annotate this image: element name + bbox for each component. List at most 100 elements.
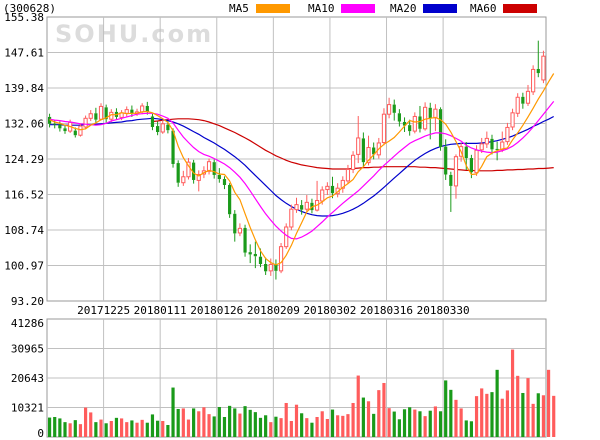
candle-body (160, 123, 165, 133)
candle-body (237, 227, 243, 234)
volume-tick-label: 20643 (11, 372, 44, 385)
price-tick-label: 147.61 (4, 47, 44, 60)
volume-bar (135, 422, 139, 437)
volume-bar (125, 422, 129, 437)
legend-swatch-ma5 (256, 4, 290, 13)
candle-body (192, 162, 196, 180)
volume-bar (212, 416, 216, 437)
volume-panel: 41286 30965 20643 10321 0 (11, 317, 556, 440)
volume-bar (238, 413, 242, 437)
volume-bar (269, 422, 273, 437)
volume-bar (433, 406, 437, 437)
candle (484, 131, 489, 148)
volume-bar (53, 416, 57, 437)
candle (222, 176, 227, 190)
volume-bar (546, 369, 551, 437)
candle (387, 97, 392, 119)
volume-bar (243, 406, 247, 437)
volume-bar (454, 399, 458, 437)
volume-grid (47, 319, 546, 437)
volume-bar (58, 418, 62, 437)
candle-body (212, 162, 216, 175)
candle-body (356, 137, 361, 155)
volume-bar (320, 411, 324, 437)
volume-bar (315, 416, 319, 437)
volume-bar (526, 378, 530, 437)
candle (412, 112, 417, 134)
candle-body (345, 168, 351, 182)
candle-body (428, 107, 432, 119)
volume-bar (202, 407, 206, 437)
candle (479, 137, 484, 154)
candle-body (423, 106, 428, 130)
volume-bar (83, 407, 88, 437)
legend-label-ma10: MA10 (308, 2, 335, 15)
candle-body (233, 213, 237, 234)
candle-body (258, 256, 263, 265)
date-tick-label: 20171225 (77, 304, 130, 317)
candle-body (264, 264, 268, 272)
candle (300, 200, 304, 215)
candle-body (444, 146, 448, 175)
candle-body (294, 204, 299, 211)
volume-bar (490, 392, 494, 437)
volume-tick-label: 10321 (11, 402, 44, 415)
candle (289, 204, 294, 231)
volume-bar (156, 420, 160, 437)
volume-bar (279, 418, 283, 437)
volume-bar (258, 417, 263, 437)
price-tick-label: 100.97 (4, 260, 44, 273)
volume-tick-label: 41286 (11, 317, 44, 330)
date-tick-label: 20180302 (303, 304, 356, 317)
candle (418, 105, 422, 133)
candle-body (464, 146, 468, 159)
date-tick-label: 20180126 (190, 304, 243, 317)
legend-label-ma20: MA20 (390, 2, 417, 15)
volume-bar (372, 413, 376, 437)
volume-bar (418, 411, 422, 437)
volume-tick-label: 0 (37, 427, 44, 440)
volume-bar (444, 380, 448, 437)
candle (423, 102, 428, 131)
volume-bar (186, 419, 191, 437)
candle-body (392, 104, 396, 113)
candle (176, 160, 180, 187)
volume-bar (495, 369, 499, 437)
candle (444, 139, 448, 180)
candle (150, 113, 155, 131)
candle-body (433, 108, 438, 119)
candle-body (500, 141, 505, 151)
volume-bar (449, 389, 453, 437)
candle-body (181, 176, 186, 184)
candle (63, 125, 67, 134)
candle (397, 109, 401, 127)
legend-label-ma60: MA60 (470, 2, 497, 15)
candle (47, 113, 52, 128)
candle-body (397, 113, 401, 122)
price-tick-label: 124.29 (4, 153, 44, 166)
candle-body (186, 161, 191, 178)
candle-body (340, 179, 345, 189)
candle (500, 131, 505, 153)
candle-body (361, 138, 365, 163)
date-tick-label: 20180330 (417, 304, 470, 317)
candle-body (490, 138, 494, 150)
candle-body (130, 109, 134, 114)
candle (381, 108, 387, 146)
candle-body (140, 105, 145, 113)
candle (192, 159, 196, 184)
candle (156, 121, 160, 136)
candle-body (541, 55, 546, 81)
volume-bar (233, 408, 237, 437)
volume-bar (423, 416, 427, 437)
candle-body (300, 205, 304, 210)
candle (541, 50, 546, 84)
volume-bar (480, 388, 484, 437)
candle-body (387, 104, 392, 115)
volume-bar (109, 420, 113, 437)
candle-body (58, 124, 62, 129)
volume-bar (366, 401, 371, 437)
candle (196, 170, 201, 192)
candle-body (536, 68, 540, 74)
volume-bar (402, 409, 407, 437)
